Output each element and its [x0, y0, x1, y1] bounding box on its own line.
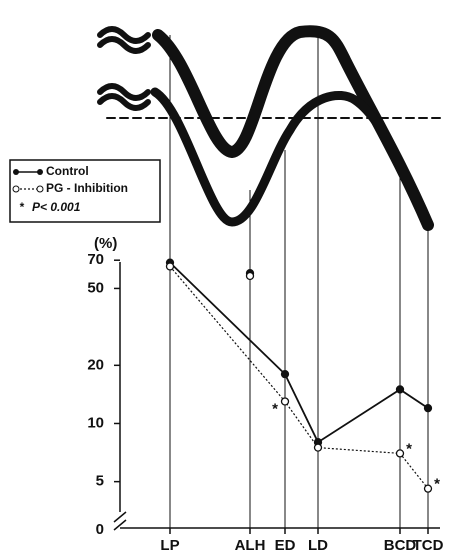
- legend-label: P< 0.001: [32, 200, 81, 214]
- x-tick-label: LP: [160, 537, 179, 554]
- significance-mark: *: [434, 476, 440, 493]
- data-point: [165, 262, 175, 271]
- data-point: [313, 443, 323, 452]
- legend: Control PG - Inhibition * P< 0.001: [9, 159, 161, 223]
- legend-label: Control: [46, 164, 89, 178]
- legend-symbol: *: [20, 200, 25, 214]
- y-zero-label: 0: [96, 521, 104, 538]
- legend-marker: [12, 185, 20, 193]
- break-symbol: [97, 26, 151, 54]
- break-symbol: [97, 83, 151, 111]
- x-tick-label: TCD: [413, 537, 444, 554]
- data-point: [280, 397, 290, 406]
- x-tick-label: BCD: [384, 537, 417, 554]
- cycle-diagram: [97, 25, 441, 231]
- y-tick-label: 10: [87, 414, 104, 431]
- series-line: [169, 261, 429, 444]
- data-point: [245, 271, 255, 281]
- legend-marker: [36, 185, 44, 193]
- legend-label: PG - Inhibition: [46, 181, 128, 195]
- y-tick-label: 70: [87, 251, 104, 268]
- lower-curve: [150, 87, 433, 230]
- data-point: [423, 484, 433, 493]
- y-tick-label: 50: [87, 279, 104, 296]
- x-tick-label: LD: [308, 537, 328, 554]
- significance-mark: *: [406, 440, 412, 457]
- y-unit: (%): [94, 235, 117, 252]
- data-point: [395, 385, 405, 394]
- data-point: [423, 404, 433, 413]
- significance-mark: *: [272, 400, 278, 417]
- y-tick-label: 5: [96, 473, 104, 490]
- data-point: [395, 449, 405, 458]
- y-tick-label: 20: [87, 356, 104, 373]
- legend-box: [9, 159, 161, 223]
- legend-marker: [13, 169, 19, 175]
- x-tick-label: ALH: [235, 537, 266, 554]
- axis-break: [113, 511, 127, 531]
- legend-marker: [37, 169, 43, 175]
- data-point: [280, 370, 290, 379]
- x-tick-label: ED: [275, 537, 296, 554]
